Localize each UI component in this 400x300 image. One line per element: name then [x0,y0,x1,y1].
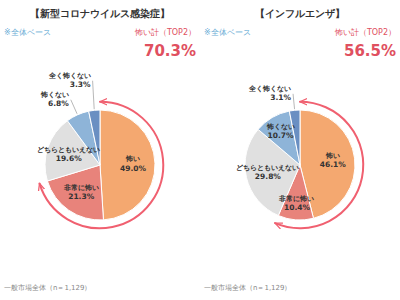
leader-line [71,100,77,114]
base-label: ※全体ベース [4,28,51,37]
slice-value: 3.1% [270,93,291,102]
top2-arc [39,102,163,229]
slice-name: どちらともいえない [37,146,100,154]
chart-canvas: 【新型コロナウイルス感染症】怖い49.0%非常に怖い21.3%どちらともいえない… [0,0,400,300]
slice-name: 怖くない [266,123,295,131]
slice-name: 怖い [325,152,340,160]
leader-line [293,94,294,109]
top2-label: 怖い計（TOP2） [134,28,196,37]
slice-value: 21.3% [68,192,95,201]
slice-name: 怖い [125,155,140,163]
slice-labels: 怖い46.1% 非常に怖い10.4% どちらともいえない29.8% 怖くない10.7%… [236,85,346,212]
slice-name: 非常に怖い [278,195,314,203]
slice-value: 3.3% [70,80,91,89]
leader-line [93,81,95,109]
pie-slice [89,110,100,165]
chart-title: 【新型コロナウイルス感染症】 [30,8,170,19]
slice-value: 49.0% [120,164,147,173]
slice-name: 全く怖くない [48,72,91,80]
note: 一般市場全体（n＝1,129） [4,284,91,292]
slice-value: 10.4% [284,203,311,212]
slice-value: 10.7% [268,131,295,140]
slice-name: 怖くない [40,91,69,99]
base-label: ※全体ベース [204,28,251,37]
slice-name: どちらともいえない [236,164,299,172]
note: 一般市場全体（n＝1,129） [204,284,291,292]
chart-title: 【インフルエンザ】 [255,8,345,19]
slice-value: 46.1% [320,160,347,169]
slice-value: 29.8% [255,172,282,181]
pie-panel: 【新型コロナウイルス感染症】怖い49.0% 非常に怖い21.3% どちらともいえない… [4,8,196,292]
slice-labels: 怖い49.0% 非常に怖い21.3% どちらともいえない19.6% 怖くない6.8% 全… [37,72,146,201]
slice-value: 19.6% [56,154,83,163]
pie-slice [100,110,155,220]
slice-name: 全く怖くない [248,85,291,93]
pie: 怖い49.0% 非常に怖い21.3% どちらともいえない19.6% 怖くない6.8% 全… [37,72,163,228]
pie-panel: 【インフルエンザ】怖い46.1% 非常に怖い10.4% どちらともいえない29.8%… [204,8,396,292]
pie: 怖い46.1% 非常に怖い10.4% どちらともいえない29.8% 怖くない10.7%… [236,85,363,228]
top2-value: 56.5% [344,42,396,60]
slice-name: 非常に怖い [63,184,99,192]
top2-value: 70.3% [144,42,196,60]
top2-label: 怖い計（TOP2） [334,28,396,37]
slice-value: 6.8% [48,99,69,108]
